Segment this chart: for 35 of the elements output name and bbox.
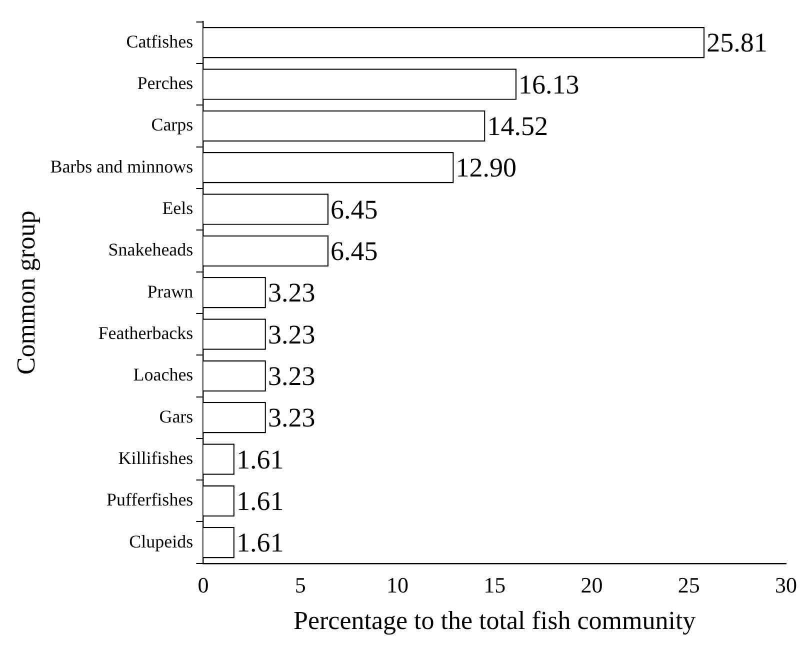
data-label: 6.45 [330,236,378,266]
data-label: 6.45 [330,194,378,224]
y-tick-label: Gars [159,406,194,426]
y-axis-title: Common group [11,210,40,375]
y-tick-label: Eels [162,198,194,218]
data-label: 3.23 [268,402,316,433]
y-tick-label: Killifishes [118,448,194,468]
data-label: 14.52 [487,111,548,142]
y-tick-label: Carps [151,114,194,135]
x-tick-label: 30 [775,572,797,598]
data-label: 3.23 [268,319,316,350]
y-tick-label: Prawn [147,281,194,302]
x-tick-label: 0 [198,572,209,598]
x-tick-label: 5 [294,572,306,598]
x-axis-title: Percentage to the total fish community [294,606,696,636]
x-tick-label: 20 [580,572,603,598]
data-label: 3.23 [268,361,316,392]
data-label: 16.13 [518,69,580,100]
data-label: 25.81 [706,28,768,58]
y-tick-label: Pufferfishes [106,490,194,510]
data-label: 1.61 [236,486,284,516]
x-tick-label: 15 [484,572,506,598]
data-label: 1.61 [236,444,284,474]
x-tick-label: 25 [678,572,700,598]
y-tick-label: Clupeids [129,531,194,552]
data-label: 12.90 [456,152,517,183]
y-tick-label: Catfishes [126,31,194,52]
y-tick-label: Perches [137,73,194,94]
y-tick-label: Snakeheads [108,240,194,260]
y-tick-label: Featherbacks [98,322,194,343]
y-tick-label: Barbs and minnows [50,156,194,176]
y-tick-label: Loaches [133,364,194,385]
data-label: 3.23 [268,278,316,308]
data-label: 1.61 [236,528,284,558]
x-tick-label: 10 [386,572,408,598]
